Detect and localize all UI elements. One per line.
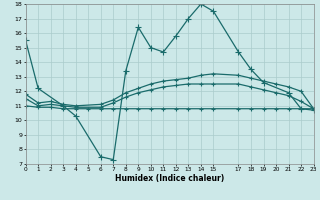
X-axis label: Humidex (Indice chaleur): Humidex (Indice chaleur) <box>115 174 224 183</box>
